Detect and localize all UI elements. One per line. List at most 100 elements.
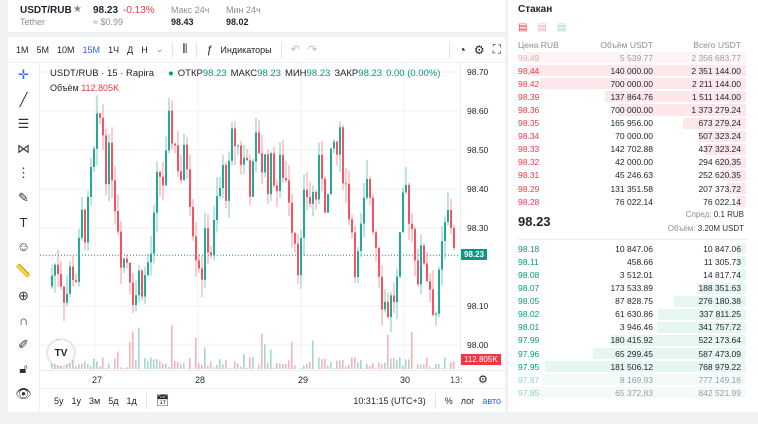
candle-body [51,275,53,287]
range-1d[interactable]: 1д [126,395,137,406]
candle-body [348,183,350,220]
settings-gear-icon[interactable]: ⚙ [473,42,485,57]
zoom-in-icon[interactable]: ⊕ [18,287,29,303]
crosshair-icon[interactable]: ✛ [18,67,29,83]
volume-bar [243,353,245,369]
chevron-down-icon[interactable]: ⌄ [155,44,164,54]
candle-type-icon[interactable]: ⫼ [182,43,188,55]
orderbook-row[interactable]: 98.49 5 539.77 2 356 683.77 [508,51,758,64]
trend-line-icon[interactable]: ╱ [19,91,28,107]
undo-icon[interactable]: ↶ [290,44,300,56]
orderbook-row[interactable]: 97.85 65 372.83 842 521.99 [508,386,758,399]
orderbook-row[interactable]: 98.01 3 946.46 341 757.72 [508,321,758,334]
view-bids-icon[interactable]: ▤ [556,22,567,33]
time-axis[interactable]: 27 28 29 30 13: ⚙ [40,370,505,388]
interval-10m[interactable]: 10M [57,44,75,55]
favorite-star-icon[interactable]: ★ [73,4,82,15]
spread-value: 0.1 RUB [713,210,744,220]
view-both-icon[interactable]: ▤ [518,22,528,33]
price-axis[interactable]: 98.70 98.60 98.50 98.40 98.30 98.10 98.00 [460,63,505,370]
redo-icon[interactable]: ↷ [307,44,318,56]
row-volume: 87 828.75 [615,296,653,307]
orderbook-row[interactable]: 98.35 165 956.00 673 279.24 [508,117,758,130]
orderbook-row[interactable]: 97.96 65 299.45 587 473.09 [508,347,758,360]
pattern-icon[interactable]: ⋈ [17,140,30,156]
range-5y[interactable]: 5y [54,395,64,406]
indicators-icon[interactable]: ƒ [206,43,213,56]
range-1y[interactable]: 1y [71,395,82,406]
brush-icon[interactable]: ✎ [18,189,29,205]
ruler-icon[interactable]: 📏 [15,263,32,279]
orderbook-row[interactable]: 97.87 8 169.93 777 149.16 [508,373,758,386]
view-asks-icon[interactable]: ▤ [537,22,547,33]
text-icon[interactable]: T [19,214,28,230]
emoji-icon[interactable]: ☺ [16,239,31,255]
candle-body [135,295,137,305]
orderbook-row[interactable]: 98.31 45 246.63 252 620.35 [508,169,758,182]
percent-toggle[interactable]: % [444,395,453,406]
orderbook-row[interactable]: 97.95 181 506.12 768 979.22 [508,360,758,373]
orderbook-row[interactable]: 98.44 140 000.00 2 351 144.00 [508,64,758,77]
range-5d[interactable]: 5д [108,395,119,406]
candle-body [210,252,212,256]
interval-15m[interactable]: 15M [82,44,101,55]
interval-1m[interactable]: 1M [16,44,29,55]
goto-date-icon[interactable]: 📅︎ [155,395,170,407]
candle-body [381,276,383,310]
snapshot-icon[interactable]: ◔ [458,42,466,57]
eye-icon[interactable]: 👁︎ [15,385,32,401]
orderbook-row[interactable]: 98.05 87 828.75 276 180.38 [508,295,758,308]
fullscreen-icon[interactable]: ⛶ [492,42,501,56]
log-toggle[interactable]: лог [460,395,475,406]
price-chart[interactable]: USDT/RUB · 15 · Rapira ● ОТКР98.23 МАКС9… [40,63,505,388]
pair-name: USDT/RUB [20,5,72,16]
orderbook-row[interactable]: 98.08 3 512.01 14 817.74 [508,268,758,281]
orderbook-row[interactable]: 98.18 10 847.06 10 847.06 [508,242,758,255]
row-price: 98.31 [518,170,540,181]
auto-toggle[interactable]: авто [482,395,501,406]
axis-settings-icon[interactable]: ⚙ [478,374,488,386]
orderbook-row[interactable]: 98.29 131 351.58 207 373.72 [508,182,758,195]
interval-1h[interactable]: 1Ч [108,44,120,55]
horizontal-lines-icon[interactable]: ☰ [17,116,30,132]
orderbook-row[interactable]: 98.36 700 000.00 1 373 279.24 [508,103,758,116]
row-volume: 142 702.88 [610,144,653,155]
clock-time[interactable]: 10:31:15 (UTC+3) [353,395,426,406]
orderbook-row[interactable]: 98.11 458.66 11 305.73 [508,255,758,268]
indicators-button[interactable]: Индикаторы [220,44,272,55]
magnet-icon[interactable]: ∩ [18,312,29,328]
candle-body [390,295,392,318]
lock-drawings-icon[interactable]: ✐ [18,336,29,352]
candle-body [261,153,263,173]
orderbook-row[interactable]: 98.02 61 630.86 337 811.25 [508,308,758,321]
candle-body [249,160,251,197]
candle-body [384,301,386,310]
volume-bar [360,359,362,369]
orderbook-row[interactable]: 98.33 142 702.88 437 323.24 [508,143,758,156]
orderbook-row[interactable]: 98.42 700 000.00 2 211 144.00 [508,77,758,90]
candle-body [84,209,86,243]
candle-body [162,176,164,186]
tradingview-logo[interactable]: TV [48,340,74,366]
orderbook-row[interactable]: 98.07 173 533.89 188 351.63 [508,282,758,295]
row-total: 673 279.24 [698,118,741,129]
interval-day[interactable]: Д [127,44,134,55]
candlestick-plot[interactable] [40,63,505,388]
volume-bar [318,357,320,369]
candle-body [306,189,308,198]
orderbook-row[interactable]: 98.32 42 000.00 294 620.35 [508,156,758,169]
orderbook-row[interactable]: 98.34 70 000.00 507 323.24 [508,130,758,143]
depth-bar [737,269,746,281]
orderbook-row[interactable]: 97.99 180 415.92 522 173.64 [508,334,758,347]
candle-body [444,222,446,242]
fib-icon[interactable]: ⋮ [17,165,30,181]
candle-body [60,274,62,287]
volume-value: 112.805K [81,83,120,93]
interval-week[interactable]: Н [141,44,148,55]
range-3m[interactable]: 3м [89,395,101,406]
lock-icon[interactable]: 🔓︎ [19,361,28,377]
orderbook-row[interactable]: 98.28 76 022.14 76 022.14 [508,195,758,208]
high-24h-label: Макс 24ч [171,5,210,15]
orderbook-row[interactable]: 98.39 137 864.76 1 511 144.00 [508,90,758,103]
interval-5m[interactable]: 5M [36,44,50,55]
